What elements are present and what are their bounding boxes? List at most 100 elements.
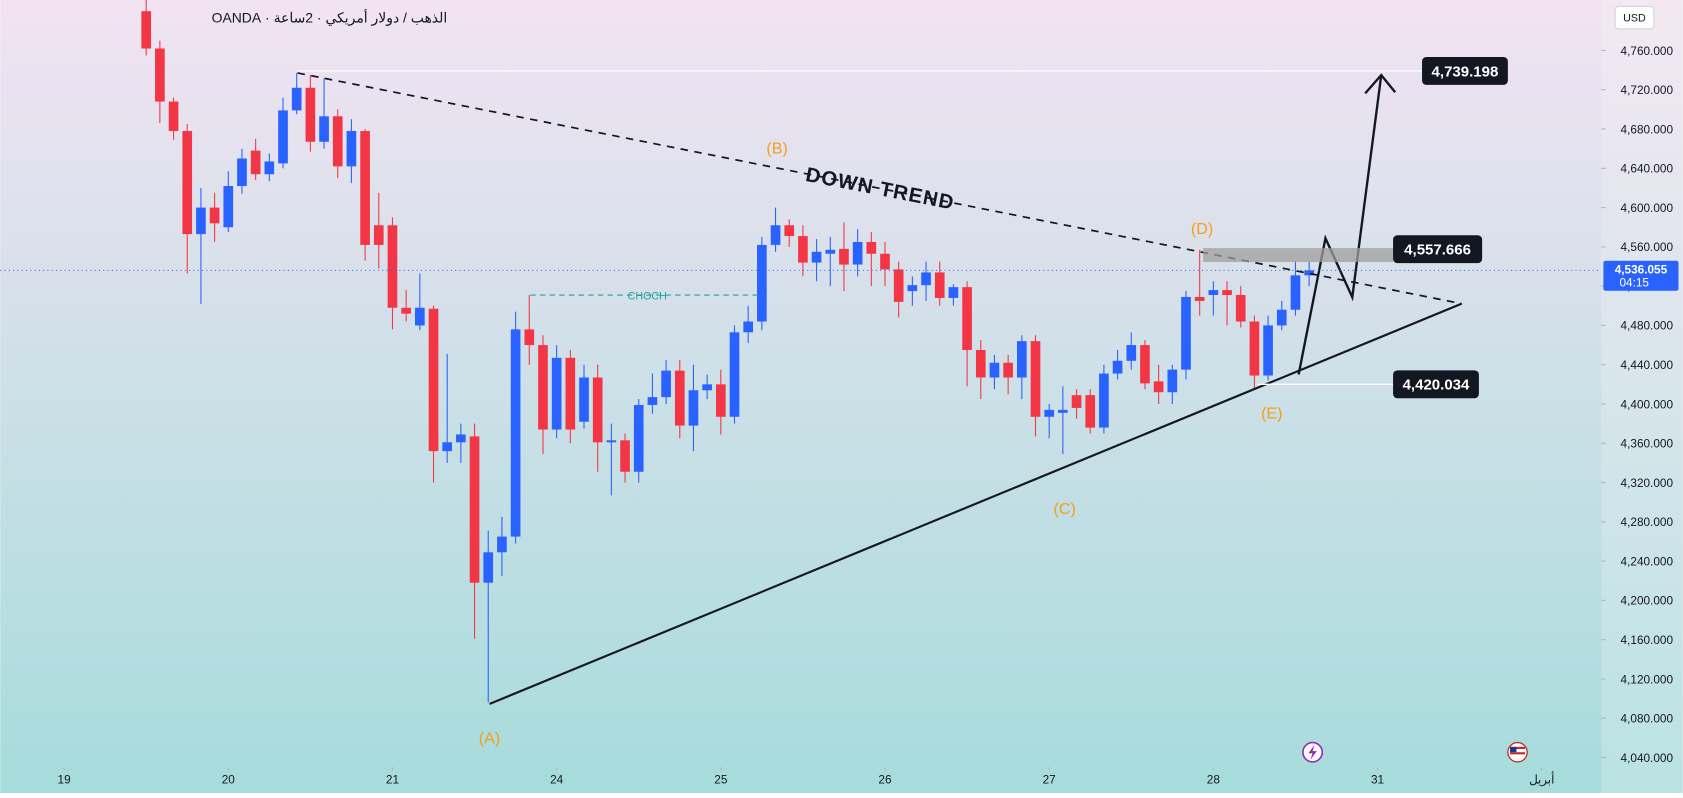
candle-body <box>196 207 206 235</box>
candle-body <box>387 225 398 308</box>
candle-body <box>729 332 740 417</box>
candle-body <box>319 116 329 142</box>
candle-body <box>1126 345 1137 361</box>
candle-body <box>1016 341 1027 378</box>
candle-body <box>483 552 494 583</box>
x-tick-label: 28 <box>1207 772 1221 786</box>
candle-body <box>579 377 589 422</box>
candle-body <box>182 131 193 235</box>
candle-body <box>798 236 808 263</box>
candle-body <box>442 442 453 452</box>
y-tick-label: 4,680.000 <box>1621 122 1674 136</box>
candle-body <box>880 253 890 270</box>
lightning <box>1308 744 1317 760</box>
candle-body <box>250 150 261 175</box>
candle-body <box>647 397 658 405</box>
candle-body <box>1153 381 1164 393</box>
candle-body <box>1003 362 1013 378</box>
candle-body <box>893 269 904 302</box>
candle-body <box>497 536 507 553</box>
down-trendline <box>297 72 1462 305</box>
candle-body <box>551 357 562 430</box>
level-box <box>1393 235 1483 264</box>
candle-body <box>743 321 754 333</box>
y-tick-label: 4,240.000 <box>1621 554 1674 568</box>
y-tick-label: 4,280.000 <box>1621 515 1674 529</box>
y-tick-label: 4,120.000 <box>1621 672 1674 686</box>
y-tick-label: 4,360.000 <box>1621 437 1674 451</box>
y-tick-label: 4,400.000 <box>1621 397 1674 411</box>
candle-body <box>291 87 302 111</box>
candle-body <box>469 436 480 583</box>
candle-body <box>592 377 603 443</box>
x-tick-label: 20 <box>222 772 236 786</box>
candle-body <box>1140 345 1150 384</box>
candle-body <box>510 329 521 537</box>
candle-body <box>305 87 316 142</box>
candle-body <box>141 11 152 49</box>
candle-body <box>1044 409 1055 417</box>
x-tick-label: 31 <box>1371 772 1384 786</box>
y-tick-label: 4,040.000 <box>1621 751 1674 765</box>
level-label: 4,420.034 <box>1403 377 1470 394</box>
currency: USD <box>1623 12 1646 24</box>
candle-body <box>1112 360 1123 374</box>
candle-body <box>811 251 822 263</box>
level-label: 4,557.666 <box>1404 242 1471 259</box>
y-tick-label: 4,640.000 <box>1621 162 1674 176</box>
candle-body <box>456 434 466 443</box>
x-tick-label: 21 <box>386 772 399 786</box>
y-tick-label: 4,160.000 <box>1621 633 1674 647</box>
candle-body <box>784 225 795 237</box>
candle-body <box>1276 309 1287 326</box>
level-box <box>1422 56 1508 85</box>
candle-body <box>934 272 945 298</box>
candle-body <box>757 244 767 322</box>
candle-body <box>702 384 712 391</box>
supply-zone <box>1203 248 1394 263</box>
candle-body <box>1058 409 1068 413</box>
y-tick-label: 4,440.000 <box>1621 358 1674 372</box>
candle-body <box>839 248 849 265</box>
flag-canton <box>1510 746 1517 753</box>
chart-title: الذهب / دولار أمريكي · 2ساعة · OANDA <box>212 8 448 27</box>
candle-body <box>770 225 781 245</box>
y-tick-label: 4,480.000 <box>1621 319 1674 333</box>
last-price-box <box>1603 260 1679 291</box>
x-tick-label: 27 <box>1043 772 1056 786</box>
flag-stripe <box>1510 752 1526 755</box>
candle-body <box>1085 395 1096 428</box>
last-price-label: 4,536.055 <box>1615 263 1668 277</box>
price-axis <box>1601 0 1683 793</box>
candle-body <box>373 225 384 245</box>
countdown: 04:15 <box>1619 275 1649 289</box>
candle-body <box>538 345 548 430</box>
candle-body <box>921 272 931 286</box>
y-tick-label: 4,200.000 <box>1621 594 1674 608</box>
y-tick-label: 4,320.000 <box>1621 476 1674 490</box>
level-label: 4,739.198 <box>1432 63 1499 80</box>
candle-body <box>264 161 275 175</box>
candle-body <box>1181 296 1191 370</box>
y-tick-label: 4,600.000 <box>1621 201 1674 215</box>
y-tick-label: 4,760.000 <box>1621 44 1674 58</box>
candle-body <box>565 357 576 430</box>
candle-body <box>1235 294 1246 322</box>
candle-body <box>907 285 918 292</box>
y-tick-label: 4,720.000 <box>1621 83 1674 97</box>
candle-body <box>674 370 685 426</box>
candle-body <box>428 308 439 452</box>
candle-body <box>1304 270 1314 276</box>
candle-body <box>1071 395 1082 408</box>
candle-body <box>688 390 699 426</box>
flag-stripe <box>1510 746 1526 750</box>
candle-body <box>661 370 671 398</box>
candle-body <box>1290 275 1301 310</box>
x-tick-label: أبريل <box>1529 771 1554 786</box>
candle-body <box>948 287 959 298</box>
candle-body <box>332 116 343 167</box>
candle-body <box>1208 290 1219 295</box>
wave-label: (A) <box>479 730 500 748</box>
candle-body <box>414 307 425 326</box>
